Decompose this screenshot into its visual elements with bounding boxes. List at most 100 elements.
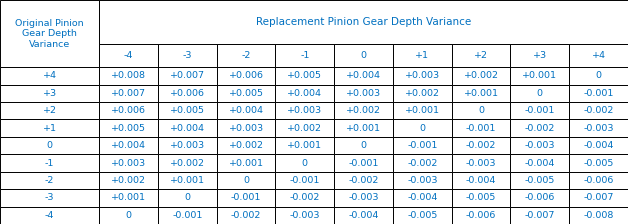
Bar <box>0 189 99 207</box>
Text: -0.006: -0.006 <box>583 176 614 185</box>
Text: +0.004: +0.004 <box>229 106 264 115</box>
Text: +1: +1 <box>43 124 57 133</box>
Text: +0.002: +0.002 <box>463 71 499 80</box>
Text: -0.001: -0.001 <box>231 193 261 202</box>
Bar <box>569 172 628 189</box>
Bar <box>511 44 569 67</box>
Text: +0.001: +0.001 <box>522 71 558 80</box>
Bar <box>511 119 569 137</box>
Bar <box>0 0 99 67</box>
Bar <box>334 44 393 67</box>
Text: +0.006: +0.006 <box>111 106 146 115</box>
Bar <box>393 67 452 85</box>
Bar <box>158 119 217 137</box>
Bar <box>276 154 334 172</box>
Bar <box>276 189 334 207</box>
Bar <box>217 44 276 67</box>
Text: -0.001: -0.001 <box>290 176 320 185</box>
Bar <box>569 154 628 172</box>
Bar <box>393 189 452 207</box>
Text: 0: 0 <box>360 51 367 60</box>
Bar <box>452 207 511 224</box>
Text: +4: +4 <box>592 51 605 60</box>
Text: +0.003: +0.003 <box>170 141 205 150</box>
Text: +0.004: +0.004 <box>288 89 322 98</box>
Text: +0.001: +0.001 <box>405 106 440 115</box>
Bar <box>99 85 158 102</box>
Bar <box>99 0 628 44</box>
Bar <box>569 67 628 85</box>
Text: -0.003: -0.003 <box>466 159 496 168</box>
Text: -0.002: -0.002 <box>349 176 379 185</box>
Text: 0: 0 <box>595 71 602 80</box>
Bar <box>158 102 217 119</box>
Bar <box>276 44 334 67</box>
Bar <box>452 172 511 189</box>
Bar <box>393 172 452 189</box>
Bar <box>334 67 393 85</box>
Bar <box>0 137 99 154</box>
Text: +0.006: +0.006 <box>170 89 205 98</box>
Text: -0.006: -0.006 <box>466 211 496 220</box>
Bar <box>511 172 569 189</box>
Bar <box>569 137 628 154</box>
Bar <box>569 44 628 67</box>
Text: -0.004: -0.004 <box>524 159 555 168</box>
Text: -0.004: -0.004 <box>466 176 496 185</box>
Bar <box>217 172 276 189</box>
Text: -0.002: -0.002 <box>583 106 614 115</box>
Text: -0.005: -0.005 <box>407 211 438 220</box>
Text: -1: -1 <box>45 159 54 168</box>
Text: -0.004: -0.004 <box>583 141 614 150</box>
Bar <box>276 172 334 189</box>
Text: +0.005: +0.005 <box>288 71 322 80</box>
Text: -0.003: -0.003 <box>349 193 379 202</box>
Text: -0.002: -0.002 <box>407 159 438 168</box>
Bar <box>452 67 511 85</box>
Text: -0.004: -0.004 <box>407 193 438 202</box>
Bar <box>0 172 99 189</box>
Text: 0: 0 <box>478 106 484 115</box>
Bar <box>393 119 452 137</box>
Bar <box>393 102 452 119</box>
Bar <box>452 102 511 119</box>
Bar <box>158 67 217 85</box>
Text: -0.001: -0.001 <box>349 159 379 168</box>
Bar <box>99 189 158 207</box>
Text: +0.002: +0.002 <box>229 141 264 150</box>
Text: +2: +2 <box>43 106 57 115</box>
Text: -4: -4 <box>124 51 133 60</box>
Text: +0.005: +0.005 <box>111 124 146 133</box>
Bar <box>334 137 393 154</box>
Text: +0.002: +0.002 <box>288 124 322 133</box>
Bar <box>393 85 452 102</box>
Text: -0.001: -0.001 <box>583 89 614 98</box>
Bar <box>334 119 393 137</box>
Bar <box>158 44 217 67</box>
Bar <box>393 137 452 154</box>
Text: -0.003: -0.003 <box>407 176 438 185</box>
Text: +0.002: +0.002 <box>170 159 205 168</box>
Text: -3: -3 <box>45 193 55 202</box>
Bar <box>158 85 217 102</box>
Text: -0.006: -0.006 <box>524 193 555 202</box>
Bar <box>99 137 158 154</box>
Bar <box>511 207 569 224</box>
Text: 0: 0 <box>537 89 543 98</box>
Bar <box>511 137 569 154</box>
Text: +3: +3 <box>533 51 547 60</box>
Bar <box>511 189 569 207</box>
Text: -0.005: -0.005 <box>466 193 496 202</box>
Text: +0.001: +0.001 <box>170 176 205 185</box>
Text: +0.003: +0.003 <box>229 124 264 133</box>
Bar <box>452 44 511 67</box>
Text: +0.004: +0.004 <box>111 141 146 150</box>
Text: -0.007: -0.007 <box>524 211 555 220</box>
Text: -0.005: -0.005 <box>583 159 614 168</box>
Bar <box>217 154 276 172</box>
Text: +0.006: +0.006 <box>229 71 264 80</box>
Text: +0.003: +0.003 <box>111 159 146 168</box>
Bar <box>511 85 569 102</box>
Text: -3: -3 <box>183 51 192 60</box>
Text: +0.007: +0.007 <box>111 89 146 98</box>
